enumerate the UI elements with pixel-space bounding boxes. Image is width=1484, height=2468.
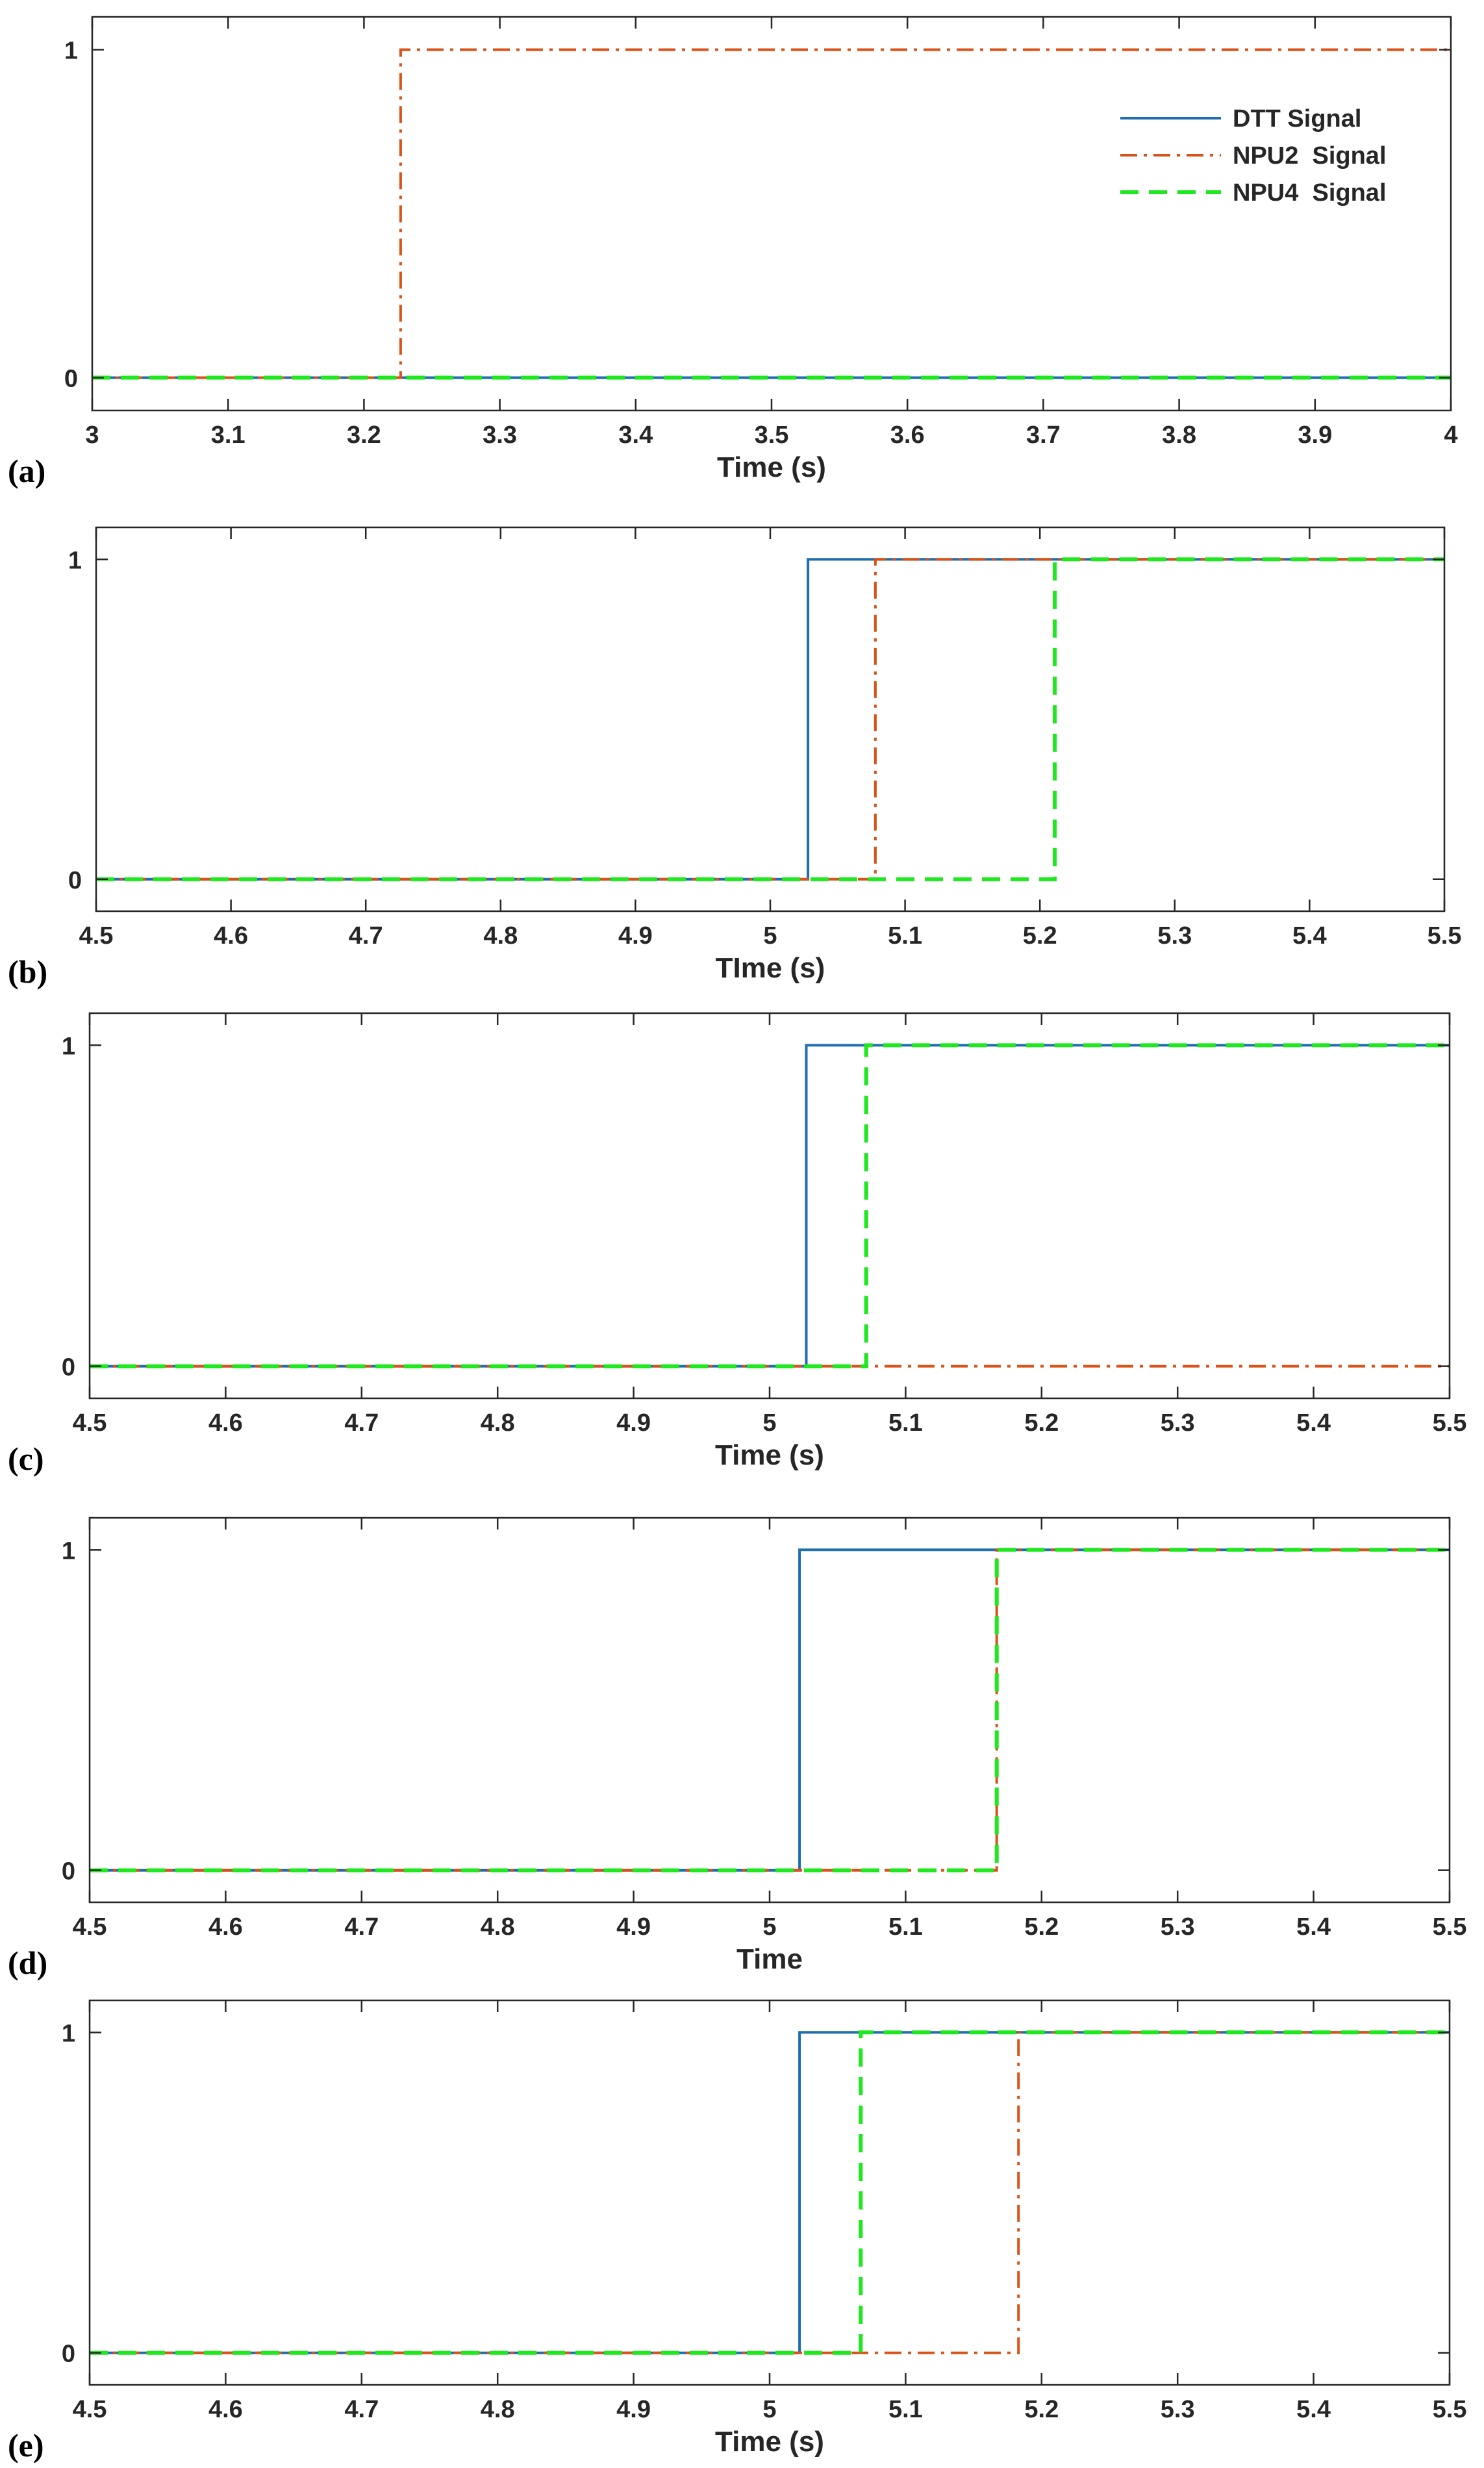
x-tick-label: 5.3 xyxy=(1157,922,1192,950)
y-tick-label: 1 xyxy=(62,2020,75,2047)
panel-label: (a) xyxy=(8,453,45,489)
x-tick-label: 3.7 xyxy=(1026,422,1061,449)
series-line xyxy=(96,557,1444,881)
panel-label: (b) xyxy=(8,953,47,990)
x-tick-label: 5.4 xyxy=(1296,2396,1331,2423)
series-line xyxy=(92,48,1451,379)
x-tick-label: 4.7 xyxy=(349,922,383,950)
x-tick-label: 4 xyxy=(1444,422,1457,449)
legend-label: NPU4 Signal xyxy=(1233,179,1387,207)
x-tick-label: 5.5 xyxy=(1427,922,1462,950)
x-tick-label: 5.1 xyxy=(888,1409,923,1437)
x-tick-label: 4.6 xyxy=(208,1913,243,1941)
x-tick-label: 5.2 xyxy=(1023,922,1057,950)
legend-label: NPU2 Signal xyxy=(1233,142,1387,170)
y-tick-label: 1 xyxy=(64,38,78,65)
x-tick-label: 3.1 xyxy=(211,422,245,449)
x-tick-label: 5.5 xyxy=(1433,1913,1467,1941)
series-line xyxy=(90,1548,1450,1872)
x-tick-label: 5.3 xyxy=(1161,1409,1195,1437)
x-tick-label: 4.9 xyxy=(616,2396,651,2423)
chart-panel: 4.5 4.6 4.7 4.8 4.9 5 5.1 5.2 5.3 5.4 5.5 0 1 Time (s… xyxy=(8,1999,1467,2463)
panel-label: (c) xyxy=(8,1441,44,1477)
x-tick-label: 4.9 xyxy=(616,1913,651,1941)
panel-label: (e) xyxy=(8,2427,44,2463)
x-tick-label: 3.6 xyxy=(890,422,925,449)
x-axis-label: Time (s) xyxy=(715,1439,824,1471)
x-tick-label: 5.2 xyxy=(1024,1409,1059,1437)
series-line xyxy=(90,1043,1450,1368)
x-tick-label: 4.5 xyxy=(73,2396,107,2423)
chart-panel: 3 3.1 3.2 3.3 3.4 3.5 3.6 3.7 3.8 3.9 4 0 1 Time (s) (… xyxy=(8,16,1458,489)
x-axis-label: TIme (s) xyxy=(716,952,825,984)
y-tick-label: 0 xyxy=(68,867,82,894)
x-tick-label: 5.4 xyxy=(1292,922,1327,950)
x-tick-label: 5.1 xyxy=(888,2396,923,2423)
legend: DTT Signal NPU2 Signal NPU4 Signal xyxy=(1120,105,1387,207)
x-tick-label: 3.4 xyxy=(618,422,653,449)
x-tick-label: 5.3 xyxy=(1161,2396,1195,2423)
x-tick-label: 5.3 xyxy=(1161,1913,1195,1941)
x-tick-label: 5.4 xyxy=(1296,1409,1331,1437)
series-line xyxy=(90,2030,1450,2355)
y-tick-label: 0 xyxy=(62,1354,75,1381)
y-tick-label: 0 xyxy=(62,1858,75,1885)
chart-panel: 4.5 4.6 4.7 4.8 4.9 5 5.1 5.2 5.3 5.4 5.5 0 1 Time (d) xyxy=(8,1517,1467,1981)
x-axis-label: Time (s) xyxy=(715,2426,824,2458)
x-axis-label: Time xyxy=(736,1943,803,1975)
x-tick-label: 5.2 xyxy=(1024,2396,1059,2423)
x-tick-label: 4.9 xyxy=(616,1409,651,1437)
x-tick-label: 4.5 xyxy=(79,922,114,950)
x-tick-label: 5.2 xyxy=(1024,1913,1059,1941)
x-tick-label: 4.7 xyxy=(344,1913,379,1941)
x-tick-label: 4.5 xyxy=(73,1409,107,1437)
x-tick-label: 5.1 xyxy=(888,1913,923,1941)
y-tick-label: 1 xyxy=(62,1033,75,1060)
x-tick-label: 5 xyxy=(762,2396,776,2423)
x-tick-label: 5 xyxy=(762,1409,776,1437)
y-tick-label: 0 xyxy=(64,366,78,393)
x-tick-label: 3.5 xyxy=(755,422,789,449)
x-tick-label: 4.6 xyxy=(208,1409,243,1437)
x-tick-label: 5.5 xyxy=(1433,2396,1467,2423)
x-tick-label: 3.9 xyxy=(1298,422,1332,449)
x-tick-label: 4.6 xyxy=(208,2396,243,2423)
x-axis-label: Time (s) xyxy=(717,451,826,483)
legend-label: DTT Signal xyxy=(1233,105,1361,132)
x-tick-label: 4.8 xyxy=(481,2396,515,2423)
chart-panel: 4.5 4.6 4.7 4.8 4.9 5 5.1 5.2 5.3 5.4 5.5 0 1 TIme (s… xyxy=(8,526,1462,990)
x-tick-label: 3.2 xyxy=(347,422,381,449)
y-tick-label: 0 xyxy=(62,2341,75,2368)
x-tick-label: 3.8 xyxy=(1162,422,1196,449)
x-tick-label: 5.5 xyxy=(1433,1409,1467,1437)
x-tick-label: 3.3 xyxy=(483,422,517,449)
x-tick-label: 4.9 xyxy=(618,922,653,950)
x-tick-label: 4.8 xyxy=(481,1409,515,1437)
x-tick-label: 4.7 xyxy=(344,2396,379,2423)
x-tick-label: 4.7 xyxy=(344,1409,379,1437)
x-tick-label: 5.4 xyxy=(1296,1913,1331,1941)
y-tick-label: 1 xyxy=(68,547,82,574)
y-tick-label: 1 xyxy=(62,1537,75,1565)
x-tick-label: 5 xyxy=(762,1913,776,1941)
x-tick-label: 4.8 xyxy=(481,1913,515,1941)
x-tick-label: 4.6 xyxy=(214,922,248,950)
chart-panel: 4.5 4.6 4.7 4.8 4.9 5 5.1 5.2 5.3 5.4 5.5 0 1 Time (s… xyxy=(8,1012,1467,1477)
x-tick-label: 4.8 xyxy=(483,922,518,950)
x-tick-label: 5.1 xyxy=(888,922,922,950)
x-tick-label: 3 xyxy=(85,422,99,449)
panel-label: (d) xyxy=(8,1945,47,1981)
x-tick-label: 5 xyxy=(763,922,777,950)
x-tick-label: 4.5 xyxy=(73,1913,107,1941)
